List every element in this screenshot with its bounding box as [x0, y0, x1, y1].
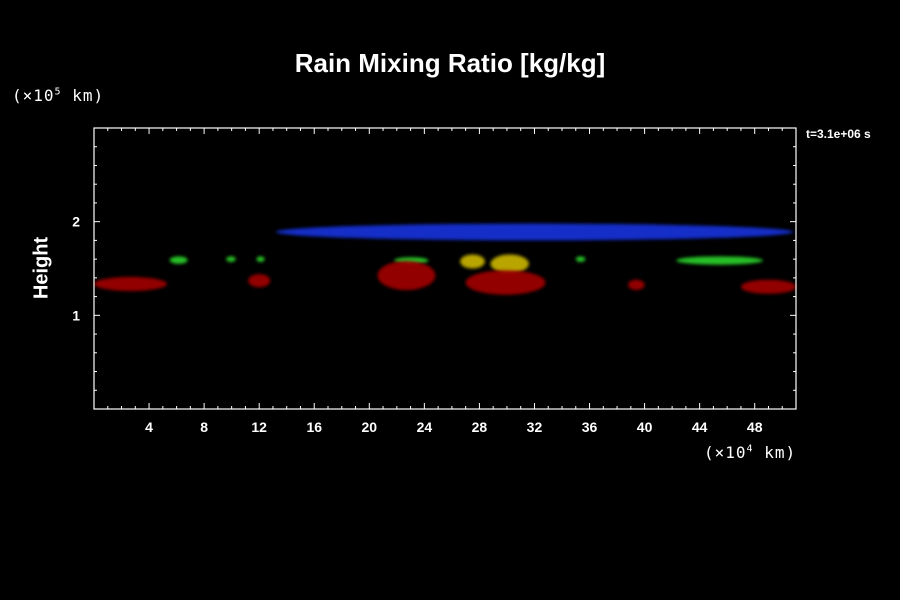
rain-field-layer — [94, 223, 796, 295]
x-tick-label: 4 — [145, 419, 153, 435]
rain-region-green — [575, 256, 586, 262]
x-tick-label: 16 — [306, 419, 322, 435]
x-tick-label: 24 — [417, 419, 433, 435]
x-tick-label: 20 — [362, 419, 378, 435]
x-tick-label: 8 — [200, 419, 208, 435]
y-tick-label: 1 — [72, 307, 80, 323]
rain-region-yellow — [460, 254, 485, 269]
rain-region-red — [377, 261, 436, 291]
plot-frame — [93, 127, 797, 410]
rain-region-green — [256, 256, 265, 262]
rain-region-red — [628, 279, 645, 291]
rain-region-red — [740, 279, 796, 294]
y-tick-label: 2 — [72, 214, 80, 230]
x-tick-label: 12 — [251, 419, 267, 435]
rain-region-red — [248, 274, 271, 288]
x-tick-label: 48 — [747, 419, 763, 435]
x-tick-label: 32 — [527, 419, 543, 435]
rain-region-green — [676, 256, 763, 265]
rain-region-red — [465, 270, 546, 295]
rain-region-red — [94, 276, 167, 291]
y-unit-label: (×105 km) — [12, 86, 105, 105]
x-tick-label: 40 — [637, 419, 653, 435]
x-unit-label: (×104 km) — [704, 443, 797, 462]
time-label: t=3.1e+06 s — [806, 127, 871, 141]
rain-region-green — [226, 256, 236, 262]
x-tick-label: 28 — [472, 419, 488, 435]
chart-title: Rain Mixing Ratio [kg/kg] — [294, 48, 606, 78]
rain-region-green — [169, 256, 188, 264]
rain-region-blue — [275, 223, 794, 241]
rain-region-yellow — [490, 254, 529, 274]
x-tick-label: 36 — [582, 419, 598, 435]
x-tick-label: 44 — [692, 419, 708, 435]
